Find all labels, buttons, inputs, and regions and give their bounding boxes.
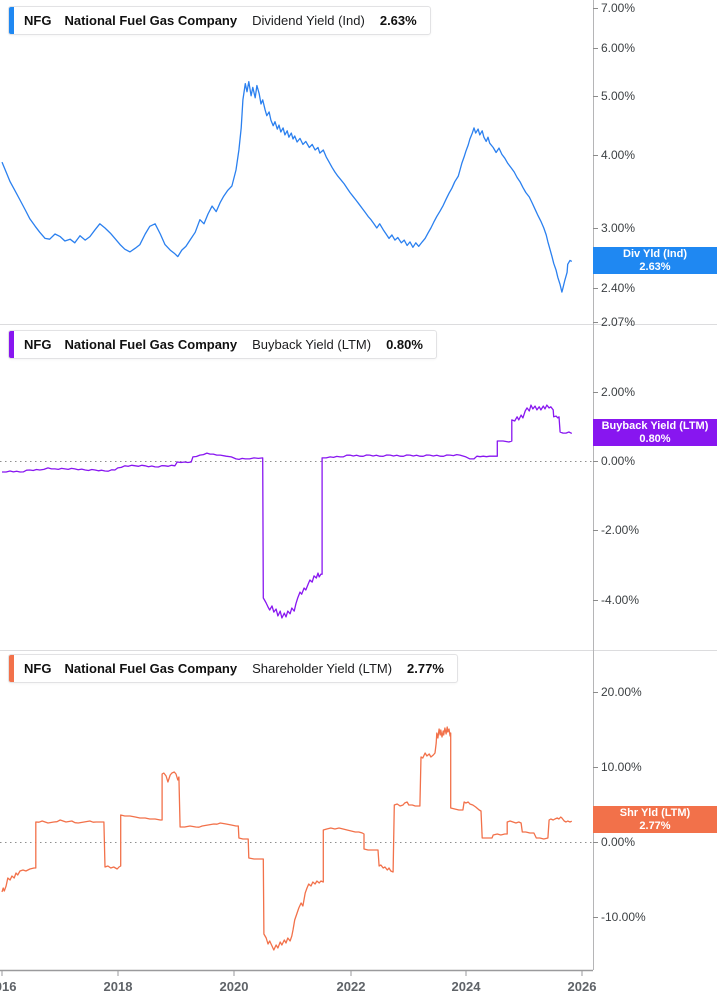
x-axis-label: 2026 — [567, 979, 597, 994]
legend-accent-bar — [9, 7, 14, 34]
badge-value: 2.63% — [639, 260, 671, 273]
y-axis-label: 2.07% — [592, 315, 636, 329]
y-axis-label: -2.00% — [592, 523, 640, 537]
y-axis-label: 5.00% — [592, 89, 636, 103]
last-value-badge-shareholder[interactable]: Shr Yld (LTM) 2.77% — [593, 806, 717, 833]
x-axis-label: 2016 — [0, 979, 17, 994]
x-axis-label: 2022 — [336, 979, 366, 994]
y-axis-label: 3.00% — [592, 221, 636, 235]
y-axis-label: 2.00% — [592, 385, 636, 399]
badge-label: Shr Yld (LTM) — [619, 806, 691, 819]
chart-legend-shareholder-yield[interactable]: NFG National Fuel Gas Company Shareholde… — [8, 654, 458, 683]
y-axis-label: -4.00% — [592, 593, 640, 607]
chart-legend-dividend-yield[interactable]: NFG National Fuel Gas Company Dividend Y… — [8, 6, 431, 35]
metric-value: 2.77% — [407, 661, 444, 676]
ticker-symbol: NFG — [24, 337, 52, 352]
y-axis-label: -10.00% — [593, 910, 646, 924]
x-axis-label: 2020 — [219, 979, 249, 994]
badge-label: Div Yld (Ind) — [623, 247, 687, 260]
metric-name: Buyback Yield (LTM) — [252, 337, 372, 352]
y-axis-label: 10.00% — [593, 760, 642, 774]
badge-value: 0.80% — [639, 432, 671, 445]
legend-accent-bar — [9, 331, 14, 358]
y-axis-label: 6.00% — [592, 41, 636, 55]
company-name: National Fuel Gas Company — [64, 13, 238, 28]
metric-value: 2.63% — [379, 13, 417, 28]
y-axis-label: 0.00% — [592, 454, 636, 468]
series-layer — [1, 81, 573, 951]
metric-name: Dividend Yield (Ind) — [252, 13, 365, 28]
last-value-badge-dividend[interactable]: Div Yld (Ind) 2.63% — [593, 247, 717, 274]
series-line-buyback-yield — [2, 404, 573, 619]
company-name: National Fuel Gas Company — [64, 337, 238, 352]
badge-label: Buyback Yield (LTM) — [601, 419, 709, 432]
legend-accent-bar — [9, 655, 14, 682]
x-axis-label: 2024 — [451, 979, 481, 994]
y-axis-label: 2.40% — [592, 281, 636, 295]
metric-value: 0.80% — [386, 337, 423, 352]
badge-value: 2.77% — [639, 819, 671, 832]
company-name: National Fuel Gas Company — [64, 661, 238, 676]
series-line-shareholder-yield — [1, 726, 573, 951]
y-axis-label: 20.00% — [593, 685, 642, 699]
x-axis-label: 2018 — [103, 979, 133, 994]
y-axis-label: 4.00% — [592, 148, 636, 162]
metric-name: Shareholder Yield (LTM) — [252, 661, 393, 676]
y-axis-label: 0.00% — [592, 835, 636, 849]
series-line-dividend-yield — [1, 81, 573, 293]
ticker-symbol: NFG — [24, 13, 52, 28]
chart-legend-buyback-yield[interactable]: NFG National Fuel Gas Company Buyback Yi… — [8, 330, 437, 359]
y-axis-label: 7.00% — [592, 1, 636, 15]
ticker-symbol: NFG — [24, 661, 52, 676]
last-value-badge-buyback[interactable]: Buyback Yield (LTM) 0.80% — [593, 419, 717, 446]
